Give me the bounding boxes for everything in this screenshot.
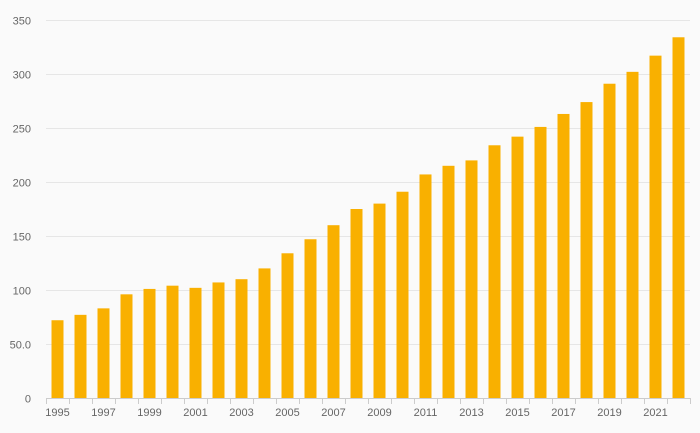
y-tick-label: 350 <box>13 16 31 28</box>
bar-2007 <box>327 225 340 398</box>
bar-2010 <box>396 191 409 398</box>
bar-2012 <box>442 165 455 398</box>
bar-1995 <box>51 320 64 398</box>
bar-2016 <box>534 126 547 399</box>
x-tick-label: 2007 <box>321 407 345 419</box>
bar-2006 <box>304 239 317 398</box>
x-tick-label: 1995 <box>45 407 69 419</box>
bar-2020 <box>626 71 639 398</box>
bar-2018 <box>580 102 593 398</box>
x-axis <box>46 398 691 404</box>
y-tick-label: 300 <box>13 70 31 82</box>
y-axis-labels: 0 50.0 100 150 200 250 300 350 <box>10 16 31 406</box>
x-tick-label: 2003 <box>229 407 253 419</box>
x-tick-label: 2001 <box>183 407 207 419</box>
bar-2013 <box>465 160 478 398</box>
y-tick-label: 50.0 <box>10 340 31 352</box>
x-tick-label: 2013 <box>459 407 483 419</box>
bars <box>51 37 685 399</box>
x-tick-label: 1999 <box>137 407 161 419</box>
x-tick-label: 2019 <box>597 407 621 419</box>
y-tick-label: 250 <box>13 124 31 136</box>
bar-2019 <box>603 83 616 398</box>
bar-2005 <box>281 253 294 398</box>
bar-2008 <box>350 209 363 398</box>
bar-2022 <box>672 37 685 398</box>
bar-2009 <box>373 203 386 398</box>
x-tick-label: 2015 <box>505 407 529 419</box>
y-tick-label: 100 <box>13 286 31 298</box>
bar-2003 <box>235 279 248 398</box>
bar-1999 <box>143 288 156 398</box>
x-tick-label: 2011 <box>414 407 438 419</box>
x-tick-label: 2017 <box>551 407 575 419</box>
x-tick-label: 2005 <box>275 407 299 419</box>
bar-2015 <box>511 136 524 398</box>
bar-1998 <box>120 294 133 398</box>
x-axis-labels: 1995 1997 1999 2001 2003 2005 2007 2009 2011 2013… <box>45 407 667 419</box>
bar-2001 <box>189 287 202 398</box>
bar-1997 <box>97 308 110 398</box>
gridlines <box>46 20 690 345</box>
bar-2017 <box>557 113 570 399</box>
bar-2000 <box>166 285 179 398</box>
y-tick-label: 150 <box>13 232 31 244</box>
bar-2021 <box>649 55 662 398</box>
bar-1996 <box>74 314 87 398</box>
x-tick-label: 2021 <box>643 407 667 419</box>
bar-2014 <box>488 145 501 398</box>
bar-2011 <box>419 174 432 398</box>
x-tick-label: 1997 <box>91 407 115 419</box>
y-tick-label: 200 <box>13 178 31 190</box>
bar-2004 <box>258 268 271 398</box>
x-tick-label: 2009 <box>367 407 391 419</box>
bar-2002 <box>212 282 225 398</box>
y-tick-label: 0 <box>25 394 31 406</box>
